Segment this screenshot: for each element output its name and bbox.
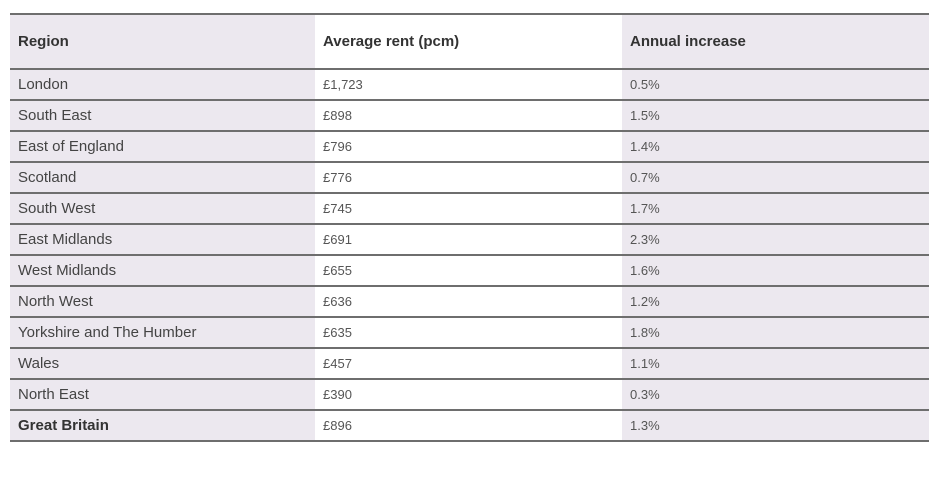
table-row: West Midlands £655 1.6% [10,255,929,286]
cell-increase: 2.3% [622,224,929,255]
cell-increase: 1.8% [622,317,929,348]
table-row: London £1,723 0.5% [10,69,929,100]
cell-rent: £655 [315,255,622,286]
header-region: Region [10,14,315,69]
cell-rent: £390 [315,379,622,410]
cell-increase: 1.6% [622,255,929,286]
cell-region: South East [10,100,315,131]
cell-increase: 1.5% [622,100,929,131]
table-row: North East £390 0.3% [10,379,929,410]
cell-rent: £635 [315,317,622,348]
cell-region: North West [10,286,315,317]
table-row: South East £898 1.5% [10,100,929,131]
cell-rent: £457 [315,348,622,379]
table-row: Scotland £776 0.7% [10,162,929,193]
cell-region-total: Great Britain [10,410,315,441]
table-row: East of England £796 1.4% [10,131,929,162]
cell-region: East Midlands [10,224,315,255]
cell-rent: £1,723 [315,69,622,100]
cell-region: South West [10,193,315,224]
cell-increase: 0.3% [622,379,929,410]
cell-increase: 1.2% [622,286,929,317]
cell-increase: 1.4% [622,131,929,162]
table-header: Region Average rent (pcm) Annual increas… [10,14,929,69]
cell-rent: £691 [315,224,622,255]
table-row: Yorkshire and The Humber £635 1.8% [10,317,929,348]
cell-region: East of England [10,131,315,162]
header-annual-increase: Annual increase [622,14,929,69]
table-row-total: Great Britain £896 1.3% [10,410,929,441]
rent-table: Region Average rent (pcm) Annual increas… [10,13,929,442]
cell-region: Scotland [10,162,315,193]
cell-rent-total: £896 [315,410,622,441]
header-average-rent: Average rent (pcm) [315,14,622,69]
table-row: North West £636 1.2% [10,286,929,317]
header-row: Region Average rent (pcm) Annual increas… [10,14,929,69]
cell-rent: £636 [315,286,622,317]
cell-rent: £745 [315,193,622,224]
table-row: South West £745 1.7% [10,193,929,224]
cell-region: West Midlands [10,255,315,286]
cell-rent: £776 [315,162,622,193]
cell-rent: £898 [315,100,622,131]
cell-increase: 1.1% [622,348,929,379]
table-body: London £1,723 0.5% South East £898 1.5% … [10,69,929,441]
cell-region: Yorkshire and The Humber [10,317,315,348]
cell-region: Wales [10,348,315,379]
rent-table-container: Region Average rent (pcm) Annual increas… [10,13,929,442]
cell-increase: 0.7% [622,162,929,193]
cell-increase: 0.5% [622,69,929,100]
cell-increase-total: 1.3% [622,410,929,441]
cell-increase: 1.7% [622,193,929,224]
cell-rent: £796 [315,131,622,162]
cell-region: North East [10,379,315,410]
table-row: East Midlands £691 2.3% [10,224,929,255]
cell-region: London [10,69,315,100]
table-row: Wales £457 1.1% [10,348,929,379]
